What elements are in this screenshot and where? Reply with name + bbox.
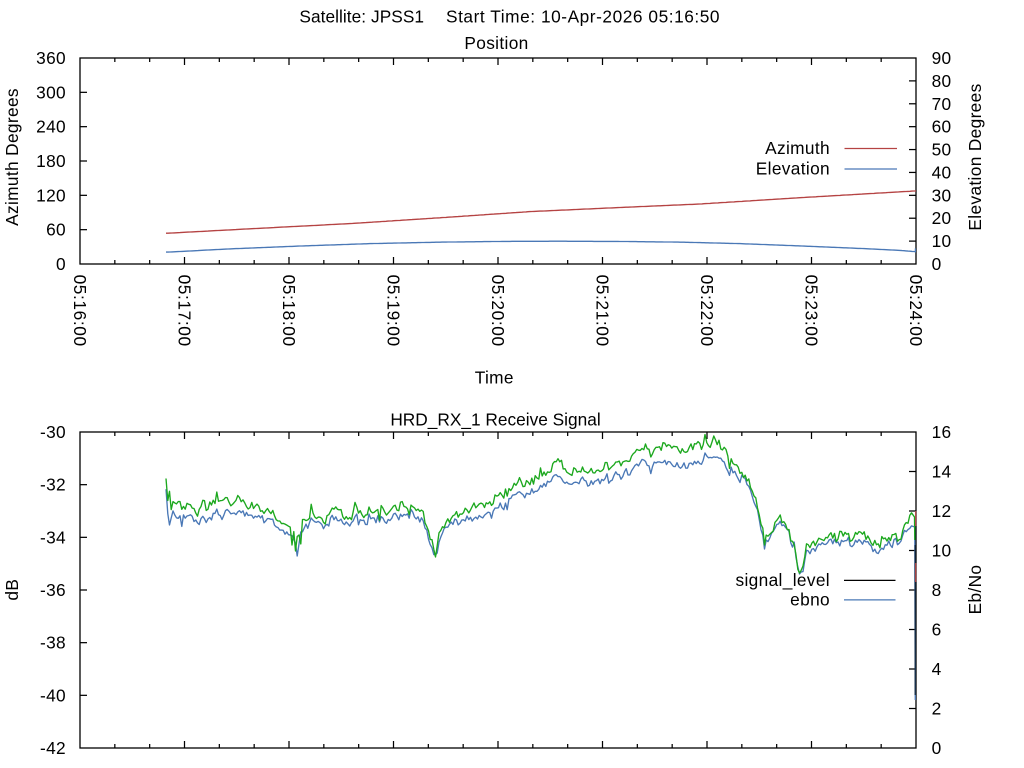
svg-text:300: 300 <box>36 82 66 102</box>
svg-text:05:22:00: 05:22:00 <box>697 275 717 347</box>
svg-text:05:17:00: 05:17:00 <box>175 275 195 347</box>
svg-text:240: 240 <box>36 117 66 137</box>
svg-text:16: 16 <box>932 422 952 442</box>
svg-text:20: 20 <box>932 208 952 228</box>
svg-text:05:19:00: 05:19:00 <box>384 275 404 347</box>
svg-text:-42: -42 <box>40 738 66 758</box>
svg-text:60: 60 <box>932 117 952 137</box>
svg-text:05:20:00: 05:20:00 <box>488 275 508 347</box>
svg-text:360: 360 <box>36 48 66 68</box>
svg-text:-30: -30 <box>40 422 66 442</box>
svg-text:Start Time: 10-Apr-2026 05:16:: Start Time: 10-Apr-2026 05:16:50 <box>446 7 720 27</box>
svg-text:90: 90 <box>932 48 952 68</box>
svg-text:4: 4 <box>932 659 942 679</box>
svg-text:0: 0 <box>932 738 942 758</box>
svg-text:Elevation: Elevation <box>756 159 830 179</box>
svg-text:Satellite: JPSS1: Satellite: JPSS1 <box>299 7 424 27</box>
svg-text:40: 40 <box>932 162 952 182</box>
svg-text:8: 8 <box>932 580 942 600</box>
svg-text:-32: -32 <box>40 475 66 495</box>
svg-text:12: 12 <box>932 501 952 521</box>
svg-text:05:24:00: 05:24:00 <box>906 275 926 347</box>
svg-text:60: 60 <box>46 220 66 240</box>
svg-text:120: 120 <box>36 185 66 205</box>
svg-text:2: 2 <box>932 699 942 719</box>
svg-text:-38: -38 <box>40 633 66 653</box>
svg-text:HRD_RX_1 Receive Signal: HRD_RX_1 Receive Signal <box>390 410 600 430</box>
svg-text:Time: Time <box>475 368 514 388</box>
svg-text:ebno: ebno <box>790 589 830 609</box>
svg-text:signal_level: signal_level <box>735 570 830 590</box>
svg-text:-36: -36 <box>40 580 66 600</box>
svg-text:180: 180 <box>36 151 66 171</box>
svg-text:10: 10 <box>932 231 952 251</box>
svg-text:6: 6 <box>932 620 942 640</box>
svg-text:Azimuth Degrees: Azimuth Degrees <box>2 88 22 226</box>
svg-text:Azimuth: Azimuth <box>765 138 830 158</box>
svg-text:14: 14 <box>932 462 952 482</box>
svg-text:Eb/No: Eb/No <box>965 565 985 615</box>
svg-text:05:23:00: 05:23:00 <box>802 275 822 347</box>
svg-text:10: 10 <box>932 541 952 561</box>
svg-text:80: 80 <box>932 71 952 91</box>
svg-text:30: 30 <box>932 185 952 205</box>
svg-text:05:16:00: 05:16:00 <box>70 275 90 347</box>
svg-text:50: 50 <box>932 140 952 160</box>
svg-text:-34: -34 <box>40 527 66 547</box>
svg-text:05:21:00: 05:21:00 <box>593 275 613 347</box>
svg-text:Elevation Degrees: Elevation Degrees <box>965 83 985 230</box>
svg-text:Position: Position <box>464 33 528 53</box>
svg-text:0: 0 <box>932 254 942 274</box>
svg-text:05:18:00: 05:18:00 <box>279 275 299 347</box>
svg-text:0: 0 <box>56 254 66 274</box>
svg-text:-40: -40 <box>40 685 66 705</box>
svg-text:dB: dB <box>2 579 22 601</box>
svg-text:70: 70 <box>932 94 952 114</box>
